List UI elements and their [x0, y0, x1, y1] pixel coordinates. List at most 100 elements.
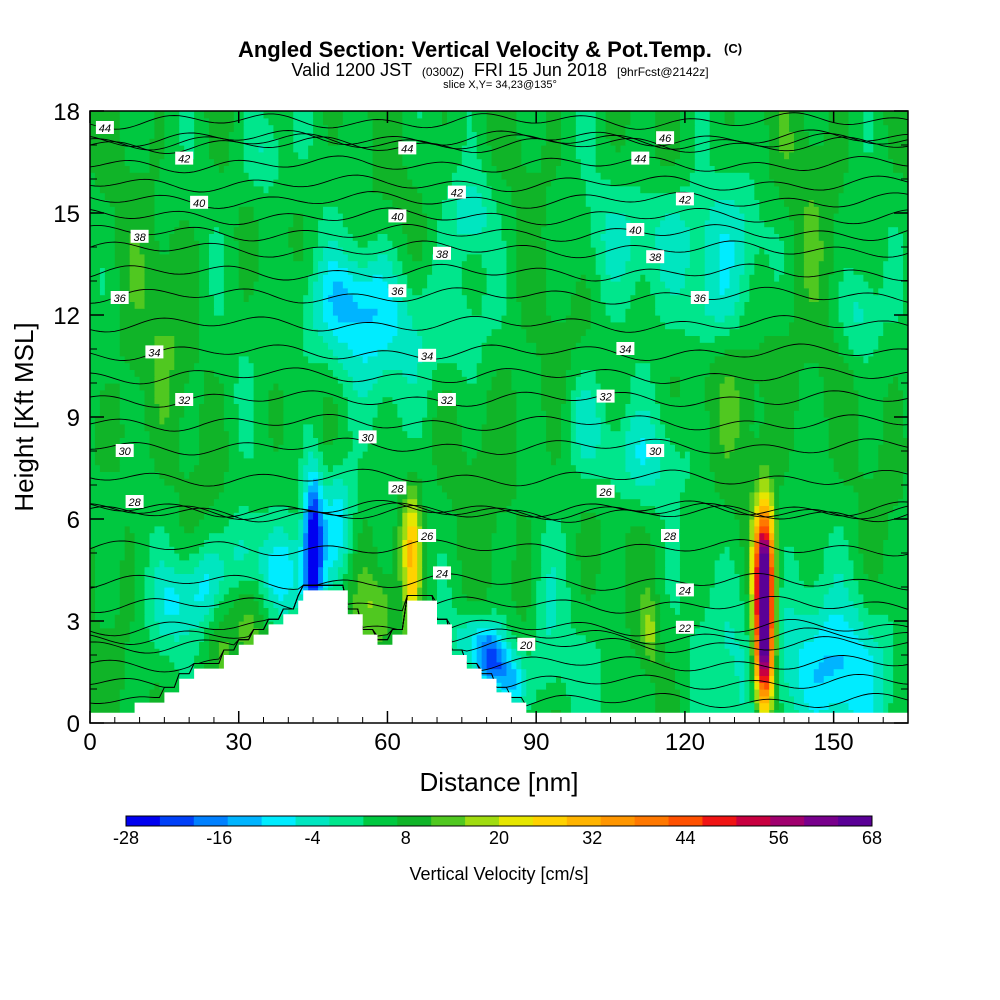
velocity-cell [104, 383, 121, 391]
velocity-cell [679, 689, 691, 697]
velocity-cell [739, 573, 745, 581]
velocity-cell [318, 532, 324, 540]
velocity-cell [625, 138, 656, 146]
velocity-cell [828, 532, 845, 540]
velocity-cell [848, 539, 860, 547]
velocity-cell [694, 131, 711, 139]
velocity-cell [323, 117, 344, 126]
velocity-cell [595, 117, 607, 126]
velocity-cell [313, 253, 324, 262]
velocity-cell [258, 226, 289, 234]
velocity-cell [823, 600, 855, 608]
velocity-cell [774, 648, 780, 656]
velocity-cell [169, 539, 205, 547]
velocity-cell [387, 593, 403, 602]
velocity-cell [347, 505, 359, 513]
y-tick-label: 6 [67, 507, 80, 534]
velocity-cell [129, 525, 156, 534]
velocity-cell [184, 389, 205, 398]
y-tick-label: 12 [53, 303, 80, 330]
velocity-cell [149, 138, 165, 146]
velocity-cell [575, 403, 597, 411]
velocity-cell [873, 655, 884, 663]
velocity-cell [848, 151, 889, 160]
velocity-cell [233, 233, 260, 241]
velocity-cell [194, 145, 210, 153]
velocity-cell [888, 519, 908, 527]
velocity-cell [288, 226, 304, 234]
velocity-cell [873, 682, 884, 690]
velocity-cell [526, 165, 542, 173]
velocity-cell [784, 151, 790, 160]
velocity-cell [511, 185, 547, 194]
velocity-cell [679, 525, 741, 534]
velocity-cell [565, 383, 577, 391]
velocity-cell [769, 566, 775, 574]
velocity-cell [104, 281, 121, 289]
velocity-cell [238, 240, 260, 248]
velocity-cell [90, 185, 101, 194]
velocity-cell [813, 675, 825, 683]
velocity-cell [784, 668, 800, 676]
velocity-cell [798, 682, 874, 690]
velocity-cell [223, 389, 235, 398]
velocity-cell [154, 226, 175, 234]
velocity-cell [749, 641, 755, 649]
velocity-cell [402, 505, 408, 513]
velocity-cell [764, 335, 835, 343]
velocity-cell [560, 124, 577, 132]
velocity-cell [90, 614, 96, 622]
velocity-cell [744, 607, 750, 615]
velocity-cell [149, 437, 180, 445]
velocity-cell [883, 668, 894, 676]
velocity-cell [288, 546, 299, 554]
velocity-cell [337, 546, 349, 554]
velocity-cell [709, 437, 721, 445]
velocity-cell [848, 335, 879, 343]
velocity-cell [754, 553, 760, 561]
velocity-cell [233, 553, 245, 561]
velocity-cell [754, 532, 760, 540]
velocity-cell [407, 566, 418, 574]
velocity-cell [769, 634, 775, 642]
velocity-cell [749, 423, 760, 432]
velocity-cell [600, 661, 641, 670]
velocity-cell [848, 621, 864, 629]
velocity-cell [863, 308, 904, 316]
theta-contour-line [90, 539, 908, 557]
velocity-cell [536, 689, 567, 697]
velocity-cell [298, 457, 309, 466]
velocity-cell [541, 403, 562, 411]
velocity-cell [119, 403, 146, 411]
velocity-cell [422, 593, 428, 602]
velocity-cell [377, 410, 398, 418]
velocity-cell [898, 498, 908, 506]
velocity-cell [422, 478, 438, 486]
velocity-cell [754, 702, 760, 710]
velocity-cell [694, 124, 711, 132]
velocity-cell [313, 247, 324, 255]
velocity-cell [129, 240, 141, 248]
velocity-cell [308, 512, 314, 520]
velocity-cell [313, 267, 319, 275]
velocity-cell [511, 383, 542, 391]
velocity-cell [789, 328, 835, 336]
velocity-cell [446, 580, 463, 588]
velocity-cell [461, 559, 493, 568]
velocity-cell [749, 668, 755, 676]
velocity-cell [213, 498, 299, 506]
velocity-cell [754, 661, 760, 670]
velocity-cell [90, 417, 96, 425]
velocity-cell [144, 253, 200, 262]
velocity-cell [179, 512, 205, 520]
velocity-cell [679, 593, 711, 602]
velocity-cell [803, 111, 830, 119]
velocity-cell [303, 444, 319, 452]
velocity-cell [119, 267, 131, 275]
velocity-cell [516, 675, 522, 683]
velocity-cell [665, 641, 691, 649]
velocity-cell [476, 627, 498, 636]
velocity-cell [456, 165, 483, 173]
velocity-cell [793, 695, 805, 704]
velocity-cell [893, 505, 908, 513]
